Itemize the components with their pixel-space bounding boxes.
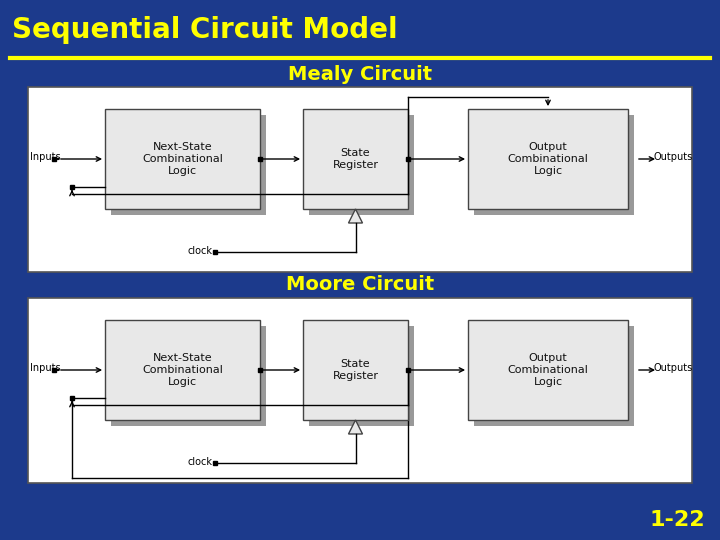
Text: Register: Register xyxy=(333,371,379,381)
Text: Logic: Logic xyxy=(534,377,562,387)
Text: Next-State: Next-State xyxy=(153,353,212,363)
Bar xyxy=(309,115,414,215)
Bar xyxy=(105,320,260,420)
Text: Next-State: Next-State xyxy=(153,142,212,152)
Text: State: State xyxy=(341,148,370,158)
Text: Sequential Circuit Model: Sequential Circuit Model xyxy=(12,16,397,44)
Text: Moore Circuit: Moore Circuit xyxy=(286,275,434,294)
Text: Outputs: Outputs xyxy=(654,152,693,162)
Text: Outputs: Outputs xyxy=(654,363,693,373)
Bar xyxy=(468,109,628,209)
Bar xyxy=(28,87,692,272)
Polygon shape xyxy=(348,209,362,223)
Bar xyxy=(474,326,634,426)
Text: Combinational: Combinational xyxy=(142,365,223,375)
Bar xyxy=(468,320,628,420)
Text: Logic: Logic xyxy=(534,166,562,176)
Bar xyxy=(309,326,414,426)
Text: Combinational: Combinational xyxy=(508,365,588,375)
Text: Output: Output xyxy=(528,353,567,363)
Bar xyxy=(303,109,408,209)
Text: clock: clock xyxy=(188,457,213,467)
Bar xyxy=(474,115,634,215)
Text: Register: Register xyxy=(333,160,379,170)
Text: State: State xyxy=(341,359,370,369)
Text: 1-22: 1-22 xyxy=(649,510,705,530)
Bar xyxy=(111,115,266,215)
Bar xyxy=(28,298,692,483)
Text: Combinational: Combinational xyxy=(142,154,223,164)
Text: Inputs: Inputs xyxy=(30,152,60,162)
Text: Logic: Logic xyxy=(168,377,197,387)
Bar xyxy=(105,109,260,209)
Text: Output: Output xyxy=(528,142,567,152)
Text: Combinational: Combinational xyxy=(508,154,588,164)
Polygon shape xyxy=(348,420,362,434)
Text: clock: clock xyxy=(188,246,213,256)
Bar xyxy=(303,320,408,420)
Bar xyxy=(111,326,266,426)
Text: Inputs: Inputs xyxy=(30,363,60,373)
Text: Logic: Logic xyxy=(168,166,197,176)
Text: Mealy Circuit: Mealy Circuit xyxy=(288,64,432,84)
